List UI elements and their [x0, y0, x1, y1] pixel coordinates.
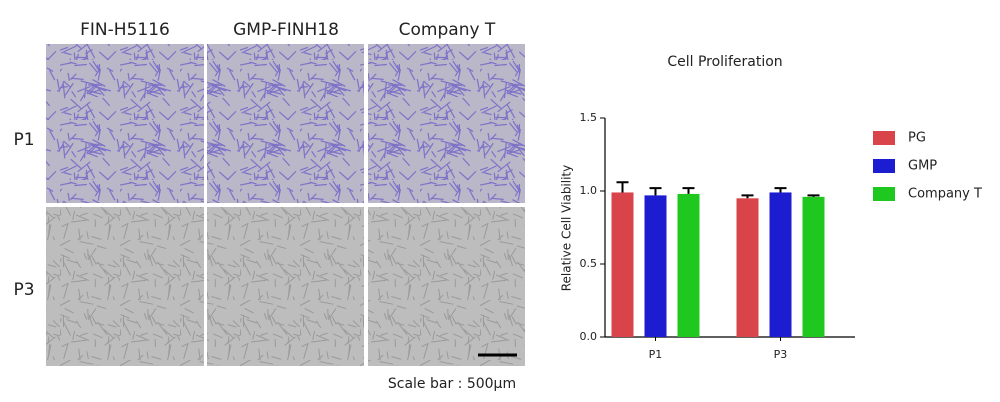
micrograph	[46, 44, 204, 203]
error-bar	[774, 187, 787, 193]
legend-label: Company T	[908, 187, 982, 202]
chart-title: Cell Proliferation	[667, 54, 782, 70]
error-bar	[616, 181, 629, 193]
micrograph	[207, 207, 364, 366]
x-tick-label: P1	[649, 348, 663, 361]
micrograph-grid	[46, 44, 525, 366]
bar	[736, 198, 759, 337]
bar	[677, 193, 700, 337]
bar	[611, 192, 634, 337]
error-bar	[741, 194, 754, 199]
bar	[802, 196, 825, 337]
row-label: P1	[13, 130, 34, 150]
legend-label: PG	[908, 131, 926, 146]
error-bar	[649, 187, 662, 196]
bar	[769, 192, 792, 337]
legend-swatch	[873, 131, 895, 145]
error-bar	[807, 194, 820, 197]
y-axis-title: Relative Cell Viability	[560, 165, 574, 292]
column-header: GMP-FINH18	[233, 20, 339, 40]
error-bar	[682, 187, 695, 194]
x-tick-label: P3	[774, 348, 788, 361]
bar	[644, 195, 667, 337]
y-tick-label: 1.0	[580, 184, 598, 197]
y-tick-label: 1.5	[580, 111, 598, 124]
column-header: FIN-H5116	[80, 20, 170, 40]
legend-swatch	[873, 187, 895, 201]
y-tick-label: 0.0	[580, 330, 598, 343]
row-label: P3	[13, 280, 34, 300]
y-tick-label: 0.5	[580, 257, 598, 270]
micrograph	[207, 44, 364, 203]
scale-bar-label: Scale bar : 500μm	[388, 376, 516, 392]
micrograph	[368, 207, 525, 366]
micrograph	[46, 207, 204, 366]
column-header: Company T	[399, 20, 496, 40]
legend-label: GMP	[908, 159, 937, 174]
legend-swatch	[873, 159, 895, 173]
micrograph	[368, 44, 525, 203]
